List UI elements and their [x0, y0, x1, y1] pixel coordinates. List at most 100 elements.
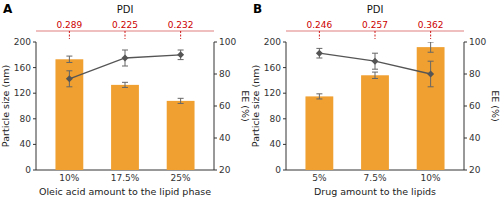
bar: [305, 96, 333, 170]
figure: 0 40 80 120 160 200 20 40 60 80 100 10% 17.5% 25% Olei…: [0, 0, 500, 215]
y-tick-label: 200: [14, 37, 31, 47]
y-tick-label: 160: [264, 63, 281, 73]
error-bar: [316, 94, 322, 99]
panel-label: B: [253, 2, 262, 16]
y-tick-label: 0: [275, 165, 281, 175]
error-bar: [372, 53, 378, 69]
annotation: 0.225: [112, 20, 138, 30]
x-tick-label: 7.5%: [364, 173, 387, 183]
y2-tick-label: 20: [469, 165, 481, 175]
bar: [417, 47, 445, 170]
x-tick-label: 25%: [171, 173, 191, 183]
y2-tick: [464, 106, 467, 107]
error-bar: [66, 71, 72, 87]
y-tick-label: 0: [25, 165, 31, 175]
y-tick: [33, 144, 36, 145]
marker: [177, 51, 184, 58]
y-tick-label: 40: [270, 139, 282, 149]
x-axis-label: Drug amount to the lipids: [314, 186, 436, 197]
y2-tick: [214, 106, 217, 107]
annotation-tick: [69, 31, 70, 39]
error-bar: [122, 50, 128, 66]
y-tick: [283, 118, 286, 119]
y2-tick-label: 100: [219, 37, 236, 47]
y2-tick-label: 40: [219, 133, 231, 143]
title: PDI: [367, 4, 384, 15]
bar: [55, 59, 83, 170]
error-bar: [66, 56, 72, 62]
marker: [66, 75, 73, 82]
y2-tick: [464, 170, 467, 171]
title: PDI: [117, 4, 134, 15]
x-tick-label: 5%: [312, 173, 327, 183]
y2-axis-label: EE (%): [490, 90, 500, 121]
line: [69, 55, 180, 79]
y-tick-label: 80: [270, 114, 282, 124]
y-axis-label: Particle size (nm): [250, 65, 261, 147]
panel: 04080120160200204060801005%7.5%10%Drug a…: [250, 2, 500, 197]
marker: [122, 55, 129, 62]
annotation-tick: [430, 31, 431, 39]
error-bar: [428, 42, 434, 52]
y-tick-label: 80: [20, 114, 32, 124]
y-tick: [283, 67, 286, 68]
y-tick-label: 160: [14, 63, 31, 73]
y-tick-label: 120: [264, 88, 281, 98]
panel: 040801201602002040608010010%17.5%25%Olei…: [0, 2, 251, 197]
annotation: 0.246: [306, 20, 332, 30]
annotation: 0.257: [362, 20, 388, 30]
annotation-tick: [180, 31, 181, 39]
y-tick: [283, 170, 286, 171]
y-tick: [33, 118, 36, 119]
error-bar: [316, 48, 322, 58]
annotation: 0.232: [168, 20, 194, 30]
y-tick: [33, 93, 36, 94]
annotation: 0.289: [56, 20, 82, 30]
y-tick: [33, 67, 36, 68]
error-bar: [372, 72, 378, 78]
marker: [316, 50, 323, 57]
y-tick: [283, 42, 286, 43]
y-tick: [33, 42, 36, 43]
y-tick: [283, 93, 286, 94]
error-bar: [178, 98, 184, 103]
y2-tick-label: 80: [219, 69, 231, 79]
y-tick: [283, 144, 286, 145]
y-tick: [33, 170, 36, 171]
y2-tick: [214, 170, 217, 171]
x-tick-label: 17.5%: [111, 173, 140, 183]
x-axis-label: Oleic acid amount to the lipid phase: [39, 186, 211, 197]
line: [319, 53, 430, 74]
error-bar: [178, 50, 184, 60]
bar: [111, 85, 139, 170]
x-tick-label: 10%: [421, 173, 441, 183]
y-tick-label: 40: [20, 139, 32, 149]
y2-tick: [464, 138, 467, 139]
y2-tick: [464, 74, 467, 75]
plot-area: [305, 42, 444, 170]
annotation-tick: [375, 31, 376, 39]
annotation: 0.362: [418, 20, 444, 30]
annotation-tick: [125, 31, 126, 39]
y-axis-label: Particle size (nm): [0, 65, 11, 147]
y2-tick: [214, 42, 217, 43]
annotation-tick: [319, 31, 320, 39]
bar: [167, 101, 195, 170]
y2-tick: [214, 138, 217, 139]
panel-label: A: [3, 2, 13, 16]
y2-tick-label: 40: [469, 133, 481, 143]
error-bar: [122, 82, 128, 87]
marker: [372, 58, 379, 65]
plot-area: [55, 50, 194, 170]
x-tick-label: 10%: [59, 173, 79, 183]
error-bar: [428, 61, 434, 87]
marker: [427, 71, 434, 78]
y2-tick-label: 60: [219, 101, 231, 111]
y2-tick-label: 100: [469, 37, 486, 47]
bar: [361, 75, 389, 170]
y2-tick: [214, 74, 217, 75]
y2-tick: [464, 42, 467, 43]
y-axis-line: [286, 42, 287, 170]
y-tick-label: 200: [264, 37, 281, 47]
y-tick-label: 120: [14, 88, 31, 98]
